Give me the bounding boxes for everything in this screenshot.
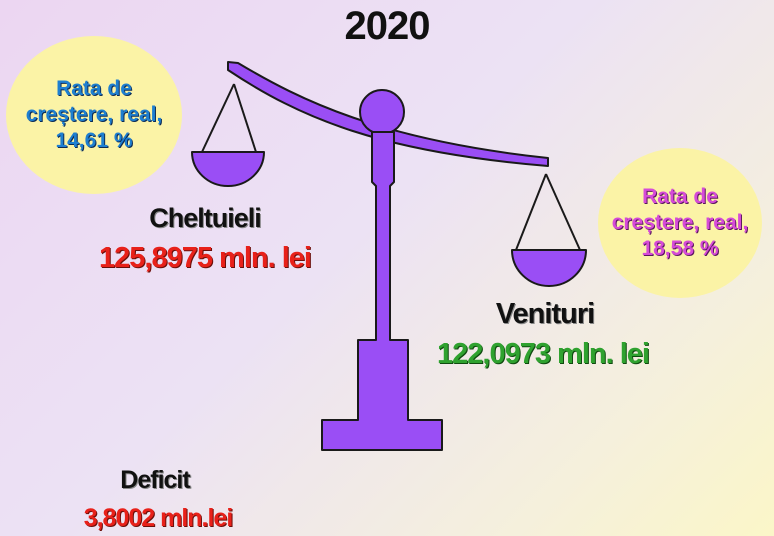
scale-post — [321, 131, 443, 451]
rate-left-line3: 14,61 % — [55, 129, 133, 153]
right-pan-string-a — [515, 173, 547, 251]
left-pan-string-b — [233, 83, 257, 153]
revenues-label: Venituri — [495, 298, 595, 330]
rate-right-line1: Rata de — [642, 184, 718, 208]
scale-beam — [227, 61, 549, 167]
rate-right-line3: 18,58 % — [641, 237, 719, 261]
rate-left-line2: creștere, real, — [25, 102, 163, 126]
rate-right-line2: creștere, real, — [611, 210, 749, 234]
deficit-value: 3,8002 mln.lei — [83, 504, 234, 532]
rate-left-line1: Rata de — [56, 76, 132, 100]
right-pan-string-b — [545, 173, 581, 251]
expenses-value: 125,8975 mln. lei — [99, 242, 312, 274]
growth-rate-bubble-left: Rata de creștere, real, 14,61 % — [6, 36, 182, 194]
growth-rate-bubble-right: Rata de creștere, real, 18,58 % — [598, 148, 762, 298]
expenses-label: Cheltuieli — [149, 203, 262, 233]
page-title: 2020 — [344, 4, 431, 48]
left-pan-string-a — [201, 83, 235, 153]
deficit-label: Deficit — [120, 466, 190, 494]
left-pan — [191, 151, 265, 187]
revenues-value: 122,0973 mln. lei — [437, 338, 650, 370]
scale-top-knob — [359, 89, 405, 135]
right-pan — [511, 249, 587, 287]
